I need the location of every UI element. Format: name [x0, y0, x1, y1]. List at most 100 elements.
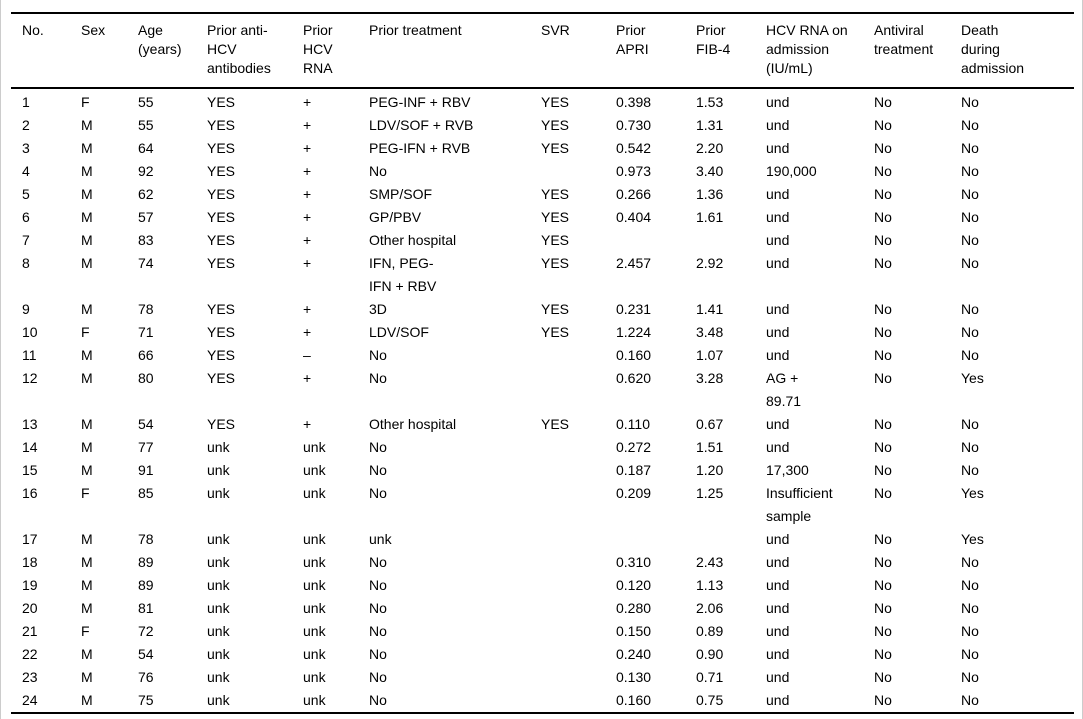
cell-age: 78	[138, 531, 154, 547]
cell-prior-hcv-rna: unk	[303, 485, 326, 501]
cell-death-during-admission: No	[961, 554, 979, 570]
cell-prior-treatment: No	[369, 554, 387, 570]
cell-sex: F	[81, 485, 90, 501]
cell-prior-fib4: 1.61	[696, 209, 724, 225]
cell-prior-apri	[605, 229, 685, 252]
cell-prior-hcv-rna: unk	[303, 554, 326, 570]
cell-prior-treatment: SMP/SOF	[369, 186, 433, 202]
table-row: 17 M 78 unk unk unk und No Yes	[11, 528, 1074, 551]
cell-prior-anti-hcv-antibodies: YES	[207, 117, 236, 133]
column-header-prior-fib4: Prior FIB-4	[685, 13, 755, 89]
cell-sex: M	[81, 531, 93, 547]
cell-age: 57	[138, 209, 154, 225]
cell-prior-treatment: No	[369, 623, 387, 639]
cell-prior-hcv-rna: unk	[303, 462, 326, 478]
cell-prior-treatment: Other hospital	[369, 232, 457, 248]
cell-prior-fib4: 3.48	[696, 324, 724, 340]
cell-antiviral-treatment: No	[874, 600, 892, 616]
cell-svr: YES	[541, 232, 570, 248]
cell-death-during-admission: No	[961, 117, 979, 133]
cell-prior-apri: 0.240	[616, 646, 652, 662]
cell-hcv-rna-admission: 17,300	[766, 462, 809, 478]
cell-prior-hcv-rna: unk	[303, 669, 326, 685]
column-header-prior-treatment: Prior treatment	[358, 13, 530, 89]
table-row: 13 M 54 YES + Other hospital YES 0.110 0.67 und No…	[11, 413, 1074, 436]
cell-no: 23	[22, 669, 38, 685]
column-header-prior-hcv-rna: Prior HCV RNA	[292, 13, 358, 89]
cell-prior-hcv-rna: +	[303, 117, 312, 133]
cell-death-during-admission: No	[961, 324, 979, 340]
cell-death-during-admission: No	[961, 140, 979, 156]
cell-no: 9	[22, 301, 30, 317]
cell-antiviral-treatment: No	[874, 163, 892, 179]
cell-no: 7	[22, 232, 30, 248]
cell-no: 10	[22, 324, 38, 340]
cell-sex: M	[81, 416, 93, 432]
cell-no: 20	[22, 600, 38, 616]
cell-prior-apri: 0.280	[616, 600, 652, 616]
cell-sex: M	[81, 347, 93, 363]
cell-prior-hcv-rna: +	[303, 209, 312, 225]
cell-svr	[530, 666, 605, 689]
cell-antiviral-treatment: No	[874, 577, 892, 593]
cell-sex: M	[81, 255, 93, 271]
cell-prior-hcv-rna: +	[303, 163, 312, 179]
cell-antiviral-treatment: No	[874, 140, 892, 156]
cell-prior-anti-hcv-antibodies: unk	[207, 577, 230, 593]
cell-prior-treatment: GP/PBV	[369, 209, 422, 225]
cell-sex: F	[81, 324, 90, 340]
cell-age: 72	[138, 623, 154, 639]
cell-prior-fib4	[685, 528, 755, 551]
cell-prior-anti-hcv-antibodies: unk	[207, 600, 230, 616]
table-row: 10 F 71 YES + LDV/SOF YES 1.224 3.48 und No No	[11, 321, 1074, 344]
cell-prior-hcv-rna: unk	[303, 439, 326, 455]
cell-age: 92	[138, 163, 154, 179]
column-header-prior-anti-hcv-antibodies: Prior anti- HCV antibodies	[196, 13, 292, 89]
cell-prior-apri: 0.187	[616, 462, 652, 478]
cell-death-during-admission: Yes	[961, 370, 984, 386]
cell-sex: M	[81, 577, 93, 593]
table-header: No. Sex Age (years) Prior anti- HCV antibod…	[11, 13, 1074, 89]
table-row: 24 M 75 unk unk No 0.160 0.75 und No No	[11, 689, 1074, 713]
cell-prior-fib4: 3.40	[696, 163, 724, 179]
cell-death-during-admission: No	[961, 163, 979, 179]
cell-hcv-rna-admission: und	[766, 554, 790, 570]
table-row: 9 M 78 YES +3D YES 0.231 1.41 und No No	[11, 298, 1074, 321]
cell-prior-hcv-rna: +	[303, 416, 312, 432]
cell-prior-fib4: 1.31	[696, 117, 724, 133]
table-row: 7 M 83 YES + Other hospital YES und No No	[11, 229, 1074, 252]
table-row: 18 M 89 unk unk No 0.310 2.43 und No No	[11, 551, 1074, 574]
cell-no: 6	[22, 209, 30, 225]
cell-prior-hcv-rna: unk	[303, 692, 326, 708]
cell-prior-hcv-rna: +	[303, 324, 312, 340]
cell-prior-treatment: LDV/SOF + RVB	[369, 117, 474, 133]
cell-sex: M	[81, 462, 93, 478]
patient-table-container: No. Sex Age (years) Prior anti- HCV antibod…	[11, 12, 1074, 714]
cell-prior-anti-hcv-antibodies: unk	[207, 669, 230, 685]
cell-sex: M	[81, 646, 93, 662]
cell-sex: M	[81, 163, 93, 179]
cell-no: 15	[22, 462, 38, 478]
cell-age: 77	[138, 439, 154, 455]
table-row: 21 F 72 unk unk No 0.150 0.89 und No No	[11, 620, 1074, 643]
cell-death-during-admission: Yes	[961, 531, 984, 547]
cell-hcv-rna-admission: und	[766, 531, 790, 547]
cell-death-during-admission: No	[961, 94, 979, 110]
cell-sex: M	[81, 669, 93, 685]
cell-prior-treatment: No	[369, 347, 387, 363]
cell-prior-fib4: 1.53	[696, 94, 724, 110]
cell-sex: M	[81, 600, 93, 616]
cell-death-during-admission: No	[961, 255, 979, 271]
cell-prior-apri: 0.130	[616, 669, 652, 685]
cell-antiviral-treatment: No	[874, 485, 892, 501]
cell-svr	[530, 528, 605, 551]
cell-sex: M	[81, 140, 93, 156]
cell-svr	[530, 482, 605, 528]
cell-death-during-admission: No	[961, 600, 979, 616]
cell-death-during-admission: No	[961, 462, 979, 478]
column-header-death-during-admission: Death during admission	[950, 13, 1074, 89]
column-header-no: No.	[11, 13, 70, 89]
cell-prior-fib4: 3.28	[696, 370, 724, 386]
cell-age: 78	[138, 301, 154, 317]
